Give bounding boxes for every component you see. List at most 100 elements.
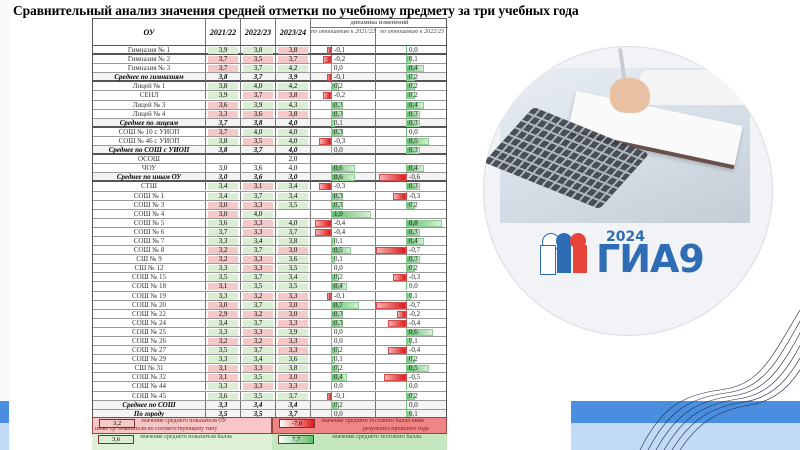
delta-value: 0,0 <box>334 146 343 155</box>
cell-color-fill <box>243 228 273 236</box>
cell-ou-name: По городу <box>93 409 206 418</box>
table-row: СОШ № 18 3,1 3,5 3,5 0,4 0,0 <box>93 282 446 292</box>
bar-positive <box>331 256 335 264</box>
delta-value: -0,4 <box>409 346 421 355</box>
decorative-wave-lines <box>639 309 800 450</box>
cell-year-3: 3,0 <box>276 373 311 382</box>
footer-band-light-left <box>0 423 9 450</box>
legend-red-bar-below-last-year: -7,0 значение среднего тестового балла н… <box>272 417 447 434</box>
delta-value: 0,2 <box>334 400 343 409</box>
bar-axis <box>331 46 332 54</box>
delta-value: 0,3 <box>409 227 418 236</box>
bar-positive <box>331 128 343 136</box>
delta-value: -0,3 <box>409 191 421 200</box>
delta-value: -0,1 <box>334 391 346 400</box>
cell-value: 3,0 <box>288 246 298 255</box>
bar-negative <box>376 247 406 255</box>
cell-value: 3,4 <box>288 400 298 409</box>
legend-green-bar-above: 7,7 значение среднего тестового балла <box>272 434 447 450</box>
cell-color-fill <box>243 56 273 64</box>
delta-vs-2022-23: -0,3 <box>376 191 448 200</box>
delta-vs-2021-22: 0,3 <box>311 309 376 318</box>
delta-vs-2021-22: 0,1 <box>311 255 376 264</box>
cell-color-fill <box>278 83 308 91</box>
cell-year-2: 3,7 <box>241 64 276 73</box>
cell-value: 4,0 <box>288 127 298 136</box>
cell-year-3: 3,3 <box>276 382 311 391</box>
delta-value: 0,0 <box>334 64 343 73</box>
table-row: Среднее по иным ОУ 3,0 3,6 3,0 0,6 -0,6 <box>93 173 446 183</box>
cell-year-1: 3,7 <box>206 118 241 127</box>
cell-year-2: 3,5 <box>241 282 276 291</box>
delta-vs-2022-23: 0,4 <box>376 164 448 173</box>
cell-ou-name: СОШ № 18 <box>93 282 206 291</box>
footer-band-dark-left <box>0 401 9 423</box>
cell-value: 3,5 <box>218 409 228 418</box>
cell-year-1 <box>206 155 241 164</box>
cell-value: 3,7 <box>253 146 263 155</box>
cell-value: 3,6 <box>253 173 263 182</box>
header-vs-2021-22: по отношению к 2021/22 <box>311 28 376 45</box>
delta-value: 0,6 <box>334 173 343 182</box>
cell-year-1: 3,5 <box>206 409 241 418</box>
delta-vs-2021-22: -0,3 <box>311 182 376 191</box>
delta-value: 0,0 <box>409 382 418 391</box>
table-row: СОШ № 26 3,2 3,2 3,3 0,0 0,1 <box>93 337 446 347</box>
legend-red-bar-text-1: значение среднего тестового балла ниже <box>321 418 425 424</box>
cell-year-1: 3,5 <box>206 273 241 282</box>
cell-year-1: 3,7 <box>206 227 241 236</box>
table-row: Среднее по гимназиям 3,8 3,7 3,9 -0,1 0,2 <box>93 73 448 83</box>
cell-value: 3,0 <box>288 309 298 318</box>
cell-value: 3,8 <box>288 109 298 118</box>
delta-vs-2022-23: 0,2 <box>376 73 448 82</box>
cell-value: 3,0 <box>218 164 228 173</box>
delta-vs-2021-22: 0,3 <box>311 318 376 327</box>
bar-negative <box>379 174 406 182</box>
cell-year-3: 3,9 <box>276 73 311 82</box>
bar-positive <box>331 283 347 291</box>
delta-vs-2022-23: -0,3 <box>376 273 448 282</box>
cell-color-fill <box>208 228 238 236</box>
cell-year-2: 3,7 <box>241 346 276 355</box>
cell-value: 3,5 <box>288 264 298 273</box>
cell-ou-name: Среднее по иным ОУ <box>93 173 206 182</box>
cell-color-fill <box>208 319 238 327</box>
delta-value: 0,1 <box>409 337 418 345</box>
bar-axis <box>406 382 407 391</box>
delta-vs-2021-22: -0,4 <box>311 218 376 227</box>
bar-positive <box>331 192 343 200</box>
cell-year-3: 4,0 <box>276 136 311 145</box>
cell-year-3: 3,9 <box>276 327 311 336</box>
header-dynamics: динамика изменений по отношению к 2021/2… <box>311 19 448 45</box>
logo-body-red-icon <box>573 245 587 273</box>
delta-value: 0,3 <box>334 100 343 109</box>
delta-value: -0,3 <box>409 273 421 282</box>
cell-color-fill <box>278 110 308 118</box>
cell-value: 3,3 <box>218 382 228 391</box>
bar-axis <box>406 309 407 318</box>
cell-year-1: 3,4 <box>206 191 241 200</box>
cell-value: 3,0 <box>218 300 228 309</box>
cell-color-fill <box>243 374 273 382</box>
delta-value: 0,4 <box>409 64 418 73</box>
cell-year-1: 3,8 <box>206 146 241 155</box>
delta-value: -0,2 <box>409 309 421 318</box>
bar-negative <box>383 374 406 382</box>
cell-ou-name: Среднее по лицеям <box>93 118 206 127</box>
bar-positive <box>331 201 343 209</box>
cell-value: 4,0 <box>288 164 298 173</box>
delta-vs-2021-22: 0,4 <box>311 373 376 382</box>
table-row: СОШ № 8 3,2 3,7 3,0 0,5 -0,7 <box>93 246 448 256</box>
table-row: СОШ № 4 3,0 4,0 1,0 <box>93 209 446 219</box>
delta-vs-2022-23: -0,7 <box>376 246 448 255</box>
bar-negative <box>392 192 406 200</box>
cell-year-3: 4,0 <box>276 164 311 173</box>
table-row: СОШ № 32 3,1 3,5 3,0 0,4 -0,5 <box>93 373 446 383</box>
delta-vs-2022-23: 0,4 <box>376 100 448 109</box>
cell-value: 3,6 <box>218 391 228 400</box>
delta-vs-2021-22: 0,2 <box>311 364 376 373</box>
delta-value: -0,2 <box>334 91 346 100</box>
cell-year-2: 3,7 <box>241 300 276 309</box>
delta-value: 0,3 <box>409 255 418 264</box>
cell-value: 3,7 <box>253 73 263 82</box>
